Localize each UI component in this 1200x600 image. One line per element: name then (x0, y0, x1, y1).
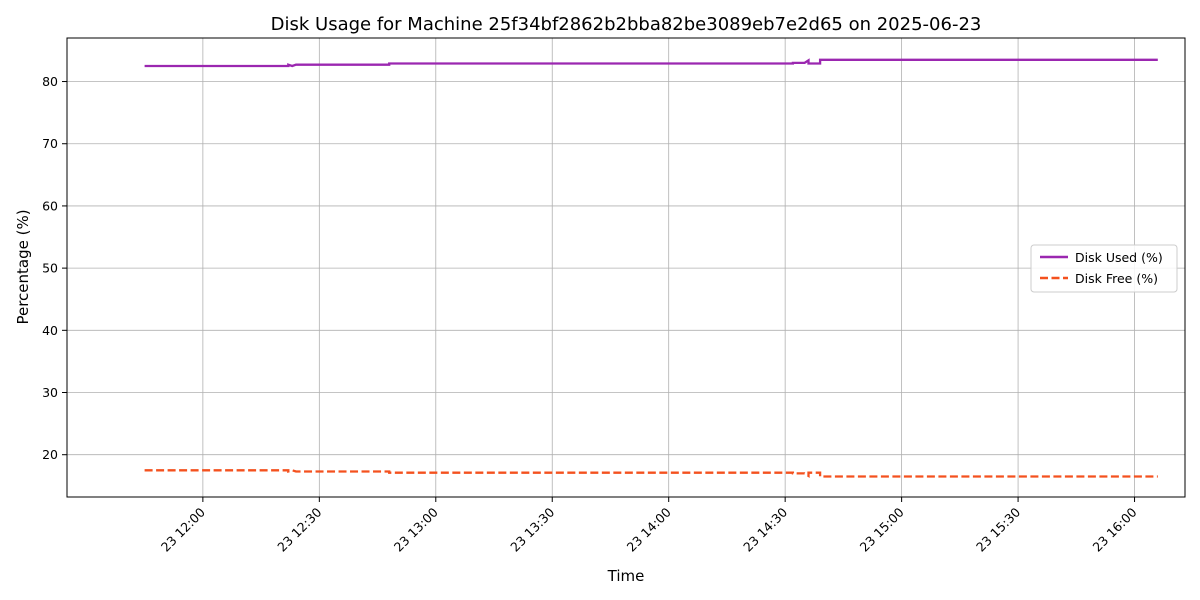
y-tick-label: 30 (42, 385, 58, 400)
chart-title: Disk Usage for Machine 25f34bf2862b2bba8… (271, 14, 982, 35)
series-line-disk-free (144, 469, 1158, 479)
series-line-disk-used (144, 58, 1158, 68)
x-axis-title: Time (607, 567, 645, 585)
y-tick-label: 50 (42, 261, 58, 276)
grid-lines (67, 38, 1185, 497)
plot-frame (66, 37, 1186, 498)
legend-label-disk-free: Disk Free (%) (1075, 271, 1158, 286)
series-layer (144, 58, 1158, 479)
y-tick-label: 20 (42, 447, 58, 462)
legend: Disk Used (%) Disk Free (%) (1030, 244, 1178, 293)
y-axis-title: Percentage (%) (14, 209, 32, 324)
y-tick-label: 80 (42, 74, 58, 89)
y-tick-label: 60 (42, 198, 58, 213)
y-tick-label: 40 (42, 323, 58, 338)
legend-label-disk-used: Disk Used (%) (1075, 250, 1163, 265)
y-tick-label: 70 (42, 136, 58, 151)
